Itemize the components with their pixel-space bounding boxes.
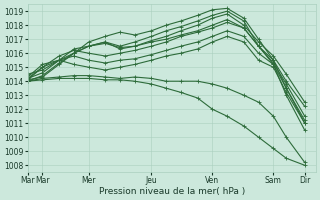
X-axis label: Pression niveau de la mer( hPa ): Pression niveau de la mer( hPa )	[99, 187, 245, 196]
